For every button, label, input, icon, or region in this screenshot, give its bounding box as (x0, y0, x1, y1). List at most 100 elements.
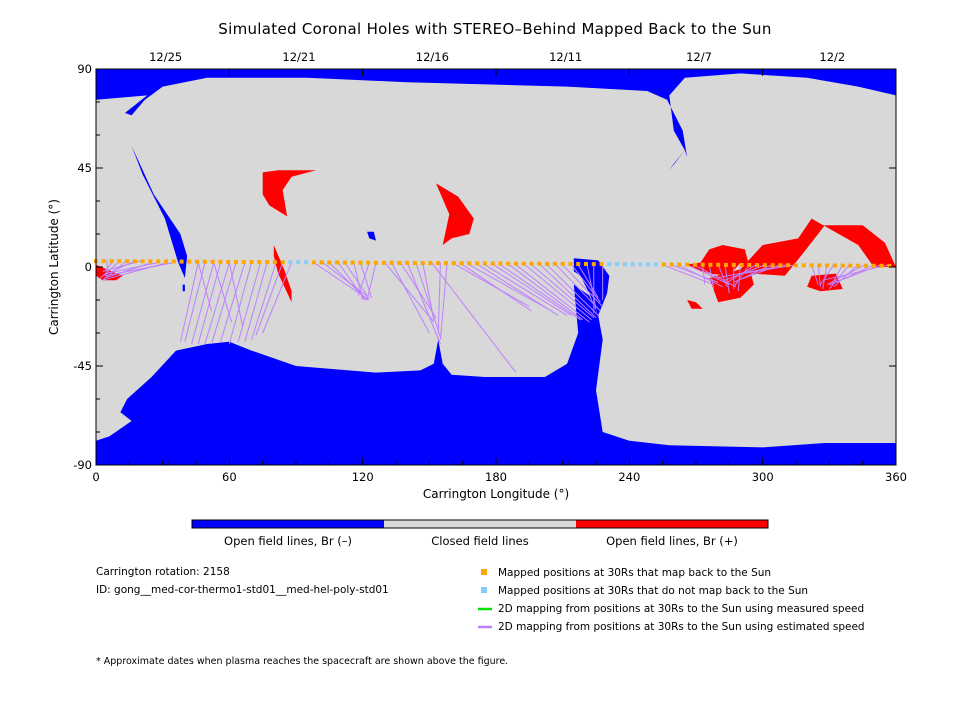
not-mapped-point (654, 262, 658, 267)
key-label: Mapped positions at 30Rs that map back t… (498, 567, 772, 579)
colorbar-label-closed: Closed field lines (431, 534, 529, 548)
negative-hole-6 (182, 284, 185, 292)
carrington-rotation: Carrington rotation: 2158 (96, 566, 230, 578)
mapped-point (794, 263, 798, 268)
mapping-line (555, 264, 601, 312)
mapped-point (226, 259, 231, 264)
mapped-point (265, 260, 270, 265)
mapped-point (475, 261, 480, 266)
mapping-line (469, 264, 552, 312)
mapped-point (840, 263, 845, 268)
mapped-point (529, 261, 534, 266)
mapped-point (311, 260, 316, 265)
mapping-line (820, 264, 835, 285)
mapped-point (809, 263, 814, 268)
mapped-point (786, 263, 791, 268)
mapping-line (251, 262, 277, 340)
mapped-point (218, 259, 223, 264)
colorbar-label-negative: Open field lines, Br (–) (224, 534, 352, 548)
not-mapped-point (622, 262, 627, 267)
mapping-line (833, 264, 859, 288)
mapped-point (856, 263, 861, 268)
key-label: 2D mapping from positions at 30Rs to the… (498, 621, 865, 633)
mapped-point (358, 260, 363, 265)
purple-line-icon (478, 620, 492, 634)
blue-square-icon (478, 584, 492, 598)
x-tick-label: 300 (752, 470, 774, 484)
mapped-point (381, 260, 386, 265)
mapped-point (506, 261, 511, 266)
mapped-point (389, 260, 394, 265)
mapped-point (156, 259, 161, 264)
mapping-line (197, 262, 213, 312)
colorbar-frame (191, 519, 769, 529)
positive-hole-3 (273, 245, 292, 303)
mapped-point (521, 261, 526, 266)
mapped-point (202, 259, 207, 264)
mapped-point (327, 260, 332, 265)
mapped-point (778, 263, 783, 268)
mapping-line (179, 262, 199, 342)
mapping-line (662, 264, 714, 286)
not-mapped-point (630, 262, 635, 267)
date-label: 12/25 (149, 50, 182, 64)
mapped-point (591, 262, 596, 267)
mapped-point (350, 260, 355, 265)
mapped-point (109, 259, 114, 264)
mapped-point (482, 261, 487, 266)
mapped-point (692, 262, 697, 267)
mapping-line (540, 264, 597, 318)
mapped-point (490, 261, 495, 266)
mapped-point (148, 259, 153, 264)
mapping-line (524, 264, 592, 321)
mapped-point (280, 260, 285, 265)
key-label: 2D mapping from positions at 30Rs to the… (498, 603, 865, 615)
y-tick-label: 45 (77, 161, 92, 175)
y-tick-label: 90 (77, 62, 92, 76)
mapped-point (568, 261, 573, 266)
mapping-line (828, 264, 850, 290)
mapping-line (439, 262, 448, 340)
mapping-line (191, 262, 215, 345)
mapped-point (179, 259, 184, 264)
mapping-line (384, 262, 435, 323)
mapped-point (661, 262, 666, 267)
model-id: ID: gong__med-cor-thermo1-std01__med-hel… (96, 584, 389, 596)
mapped-point (436, 261, 441, 266)
mapped-point (210, 259, 215, 264)
mapping-line (817, 264, 821, 287)
mapped-point (342, 260, 347, 265)
colorbar-segment (576, 520, 768, 528)
mapped-point (584, 262, 588, 266)
mapped-point (560, 261, 565, 266)
mapped-point (739, 263, 744, 267)
mapping-line (708, 264, 715, 290)
mapped-point (187, 259, 192, 264)
mapped-point (871, 263, 876, 268)
mapped-point (335, 260, 340, 265)
mapping-line (571, 264, 601, 303)
positive-hole-2 (436, 183, 474, 245)
mapping-line (204, 262, 230, 345)
mapped-point (234, 259, 238, 264)
y-tick-label: 0 (85, 260, 92, 274)
mapping-line (213, 262, 233, 323)
not-mapped-point (304, 260, 308, 265)
x-axis-title: Carrington Longitude (°) (423, 487, 569, 501)
colorbar (191, 519, 769, 529)
mapped-point (397, 260, 402, 265)
date-label: 12/7 (686, 50, 712, 64)
mapping-line (391, 262, 430, 334)
mapped-point (272, 260, 277, 265)
mapping-line (509, 264, 583, 321)
colorbar-segment (384, 520, 576, 528)
footnote: * Approximate dates when plasma reaches … (96, 656, 509, 667)
mapped-point (428, 261, 433, 266)
mapping-lines (100, 259, 890, 373)
mapped-point (366, 260, 371, 265)
mapping-line (477, 264, 559, 316)
mapping-line (322, 262, 370, 299)
mapping-line (359, 262, 373, 298)
mapping-line (344, 262, 368, 296)
mapped-point (374, 260, 378, 265)
